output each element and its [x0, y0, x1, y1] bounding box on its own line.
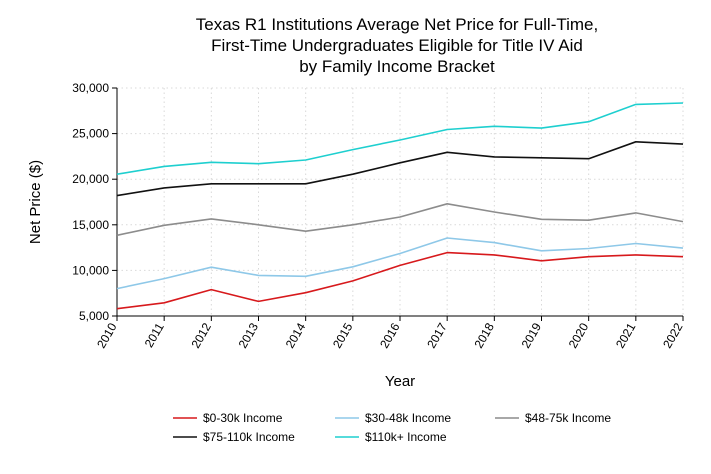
chart-title-line-1: Texas R1 Institutions Average Net Price … — [196, 15, 599, 34]
legend-label: $110k+ Income — [365, 430, 447, 444]
legend-item-110k-income: $110k+ Income — [335, 430, 447, 444]
x-tick-label: 2014 — [283, 320, 309, 350]
x-axis-title: Year — [385, 373, 415, 390]
chart-title: Texas R1 Institutions Average Net Price … — [196, 15, 599, 76]
x-tick-label: 2017 — [424, 320, 450, 350]
legend-label: $30-48k Income — [365, 411, 451, 425]
chart-title-line-2: First-Time Undergraduates Eligible for T… — [211, 36, 583, 55]
x-tick-label: 2016 — [377, 320, 403, 350]
legend-label: $75-110k Income — [203, 430, 295, 444]
legend-item-0-30k-income: $0-30k Income — [173, 411, 283, 425]
x-tick-label: 2019 — [519, 320, 545, 350]
series-line-75-110k-income — [116, 141, 684, 197]
y-tick-label: 10,000 — [72, 263, 109, 277]
series-lines — [116, 102, 684, 310]
x-tick-label: 2011 — [142, 320, 167, 350]
legend-item-75-110k-income: $75-110k Income — [173, 430, 295, 444]
legend-item-30-48k-income: $30-48k Income — [335, 411, 451, 425]
legend: $0-30k Income $30-48k Income $48-75k Incom… — [173, 411, 611, 444]
axes: 5,000 10,000 15,000 20,000 25,000 30,000 2010 2… — [72, 81, 685, 351]
series-line-0-30k-income — [116, 251, 684, 310]
y-tick-label: 30,000 — [72, 81, 109, 95]
legend-label: $48-75k Income — [525, 411, 611, 425]
legend-label: $0-30k Income — [203, 411, 283, 425]
chart-title-line-3: by Family Income Bracket — [299, 57, 495, 76]
x-tick-label: 2013 — [236, 320, 262, 350]
x-tick-label: 2021 — [613, 320, 639, 350]
series-line-30-48k-income — [116, 237, 684, 290]
grid — [116, 87, 684, 317]
x-tick-label: 2022 — [660, 320, 686, 350]
x-tick-label: 2012 — [188, 320, 214, 350]
y-tick-label: 5,000 — [79, 309, 109, 323]
series-line-110k-income — [116, 102, 684, 175]
x-tick-label: 2015 — [330, 320, 356, 350]
legend-item-48-75k-income: $48-75k Income — [495, 411, 611, 425]
series-line-48-75k-income — [116, 203, 684, 237]
y-tick-label: 15,000 — [72, 218, 109, 232]
y-tick-label: 20,000 — [72, 172, 109, 186]
x-tick-label: 2010 — [94, 320, 120, 350]
y-axis-title: Net Price ($) — [27, 160, 44, 244]
x-tick-label: 2018 — [471, 320, 497, 350]
x-tick-label: 2020 — [566, 320, 592, 350]
y-tick-label: 25,000 — [72, 127, 109, 141]
